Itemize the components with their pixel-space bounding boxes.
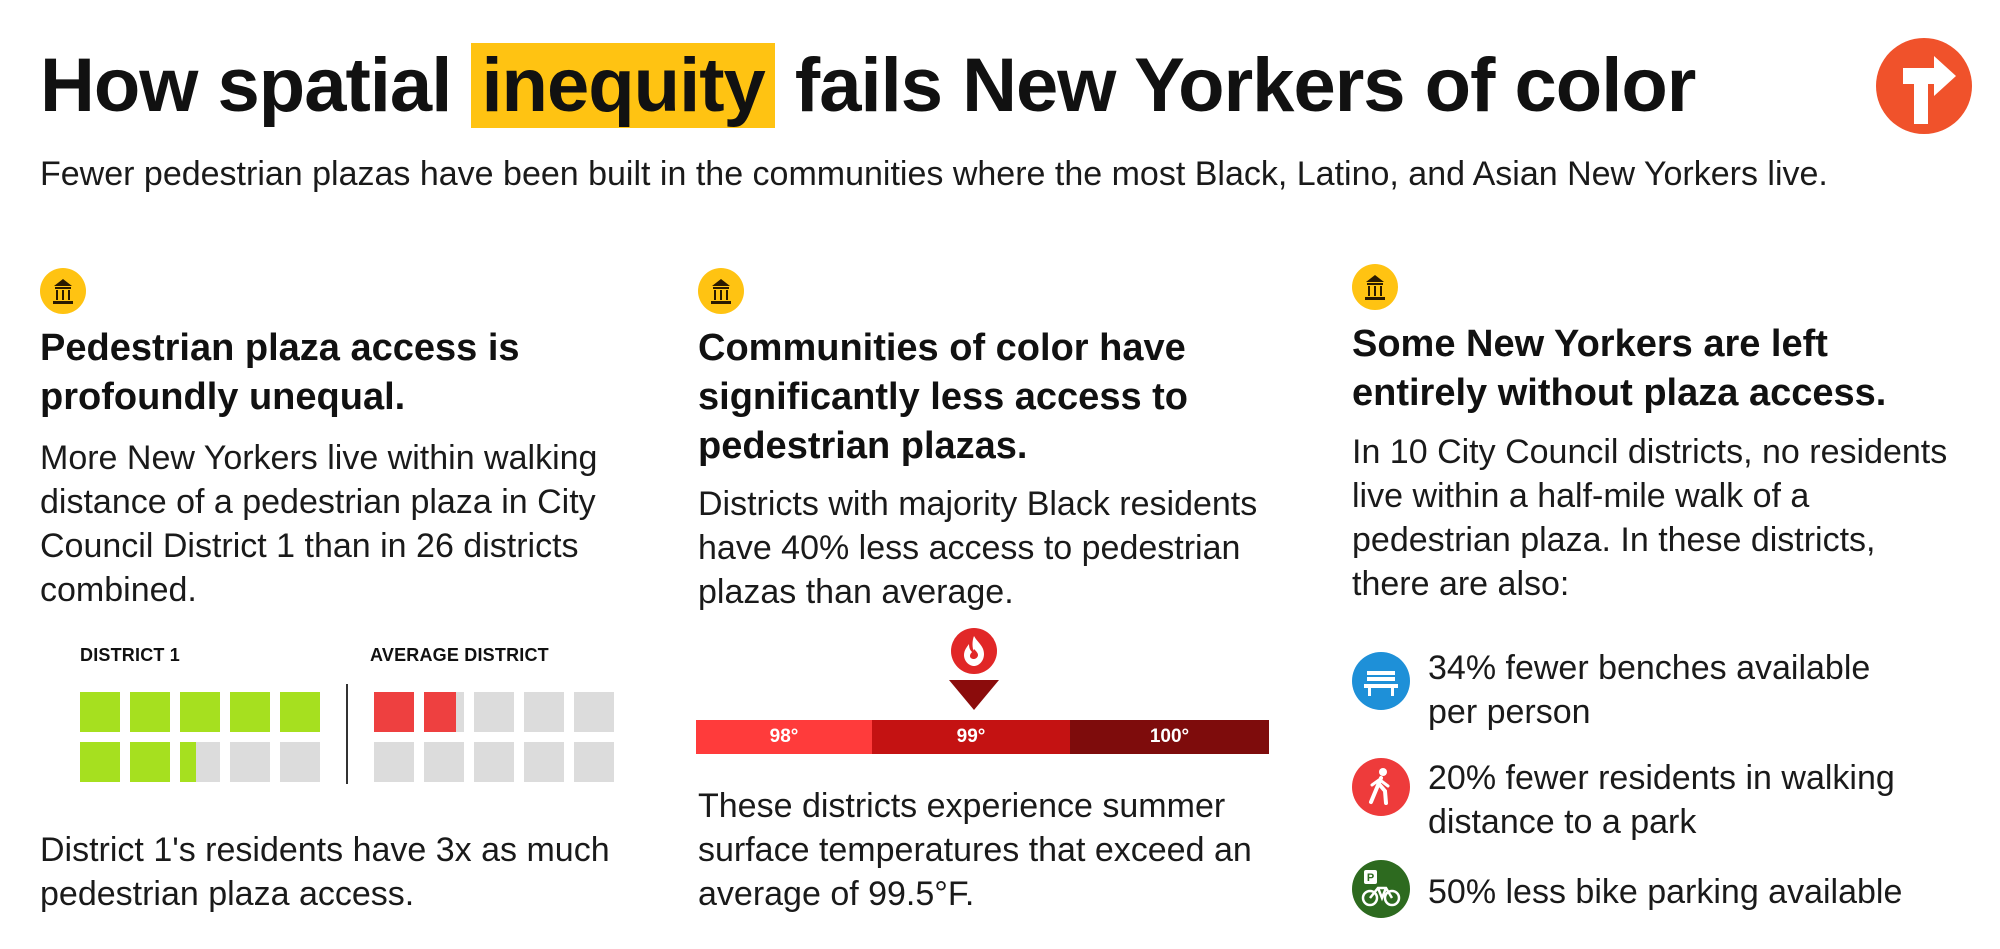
grid-square	[474, 742, 514, 782]
grid-square	[474, 692, 514, 732]
grid-square	[280, 742, 320, 782]
grid-square	[574, 742, 614, 782]
grid-square	[230, 692, 270, 732]
grid-square	[130, 692, 170, 732]
column-2-title: Communities of color have significantly …	[698, 327, 1189, 467]
grid-divider	[346, 684, 348, 784]
temperature-segment: 98°	[696, 720, 872, 754]
temperature-scale: 98° 99° 100°	[696, 720, 1269, 754]
grid-square	[80, 742, 120, 782]
title-after: fails New Yorkers of color	[794, 43, 1696, 128]
column-1-body: More New Yorkers live within walking dis…	[40, 439, 598, 609]
page-title: How spatial inequity fails New Yorkers o…	[40, 38, 1696, 134]
pedestrian-walking-icon	[1352, 758, 1410, 816]
grid-square	[424, 742, 464, 782]
column-1-title: Pedestrian plaza access is profoundly un…	[40, 327, 520, 418]
bike-parking-icon: P	[1352, 860, 1410, 918]
title-highlight: inequity	[471, 43, 775, 128]
column-2-body: Districts with majority Black residents …	[698, 485, 1258, 611]
grid-square	[130, 742, 170, 782]
column-2-footer: These districts experience summer surfac…	[698, 787, 1252, 913]
grid-square	[374, 742, 414, 782]
temperature-marker	[947, 626, 1001, 717]
plaza-building-icon	[40, 268, 86, 314]
column-3-body: In 10 City Council districts, no residen…	[1352, 433, 1948, 603]
average-district-grid	[374, 692, 614, 786]
grid-square	[574, 692, 614, 732]
stat-bike-parking: 50% less bike parking available	[1428, 873, 1903, 911]
average-district-label: AVERAGE DISTRICT	[370, 645, 549, 665]
page-subtitle: Fewer pedestrian plazas have been built …	[40, 155, 1828, 193]
district-1-grid	[80, 692, 320, 786]
turn-arrow-logo-icon	[1876, 38, 1972, 134]
grid-square	[180, 742, 220, 782]
stat-park-access: 20% fewer residents in walking distance …	[1428, 759, 1895, 841]
column-1-footer: District 1's residents have 3x as much p…	[40, 831, 610, 913]
grid-square	[424, 692, 464, 732]
stat-benches: 34% fewer benches available per person	[1428, 649, 1871, 731]
district-1-label: DISTRICT 1	[80, 645, 181, 665]
grid-square	[80, 692, 120, 732]
grid-square	[280, 692, 320, 732]
grid-square	[180, 692, 220, 732]
grid-square	[524, 692, 564, 732]
column-3-title: Some New Yorkers are left entirely witho…	[1352, 323, 1887, 414]
grid-square	[230, 742, 270, 782]
title-before: How spatial	[40, 43, 452, 128]
temperature-segment: 100°	[1070, 720, 1269, 754]
plaza-building-icon	[1352, 264, 1398, 310]
svg-text:P: P	[1367, 872, 1374, 884]
grid-square	[524, 742, 564, 782]
bench-icon	[1352, 652, 1410, 710]
plaza-building-icon	[698, 268, 744, 314]
grid-square	[374, 692, 414, 732]
temperature-segment: 99°	[872, 720, 1070, 754]
